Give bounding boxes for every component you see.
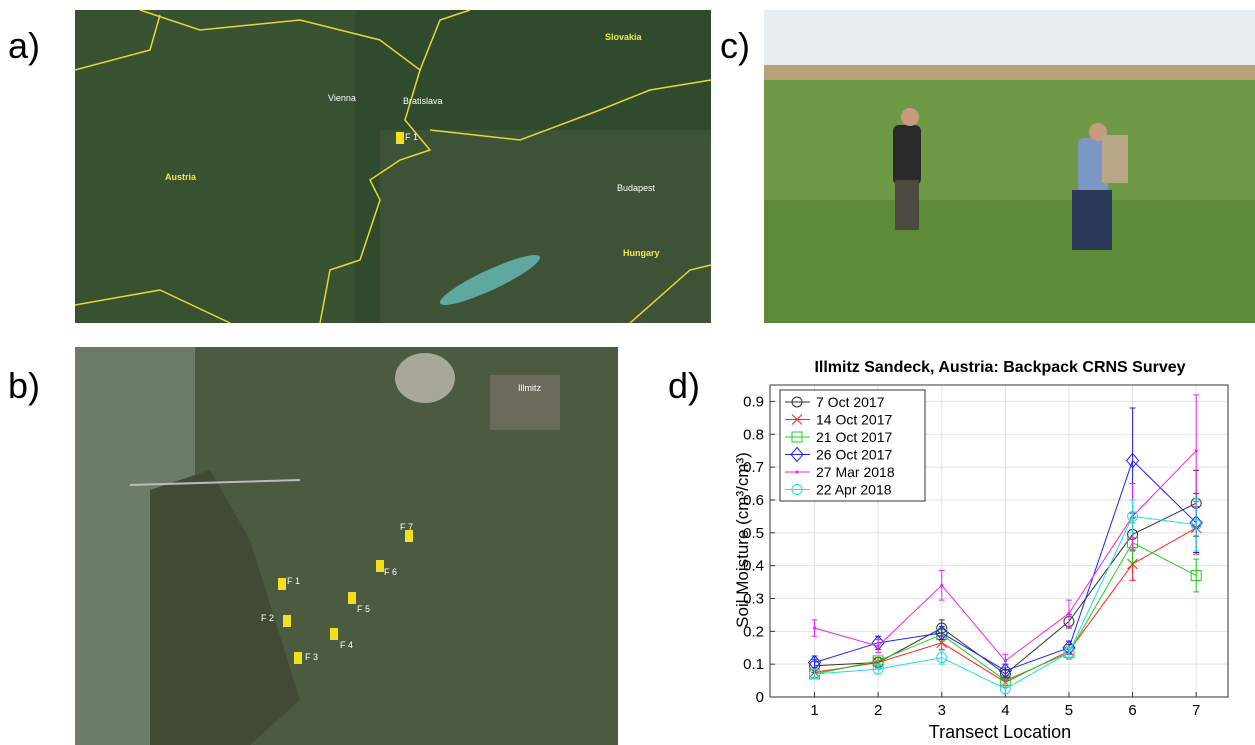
x-tick-label: 4 [1001, 702, 1009, 719]
legend-label: 14 Oct 2017 [816, 412, 892, 428]
data-point [877, 645, 880, 648]
map-a: Slovakia Vienna Bratislava F 1 Austria B… [75, 10, 711, 323]
backpack [1102, 135, 1128, 183]
y-tick-label: 0.2 [743, 623, 764, 640]
map-label: F 2 [261, 613, 274, 623]
map-label: Illmitz [518, 383, 541, 393]
map-b: Illmitz F 1 F 2 F 3 F 4 F 5 F 6 F 7 [75, 347, 618, 745]
photo-c [764, 10, 1255, 323]
person [895, 180, 919, 230]
x-axis-label: Transect Location [929, 722, 1071, 742]
panel-label: d) [668, 365, 700, 406]
legend-label: 27 Mar 2018 [816, 464, 895, 480]
sky [764, 10, 1255, 70]
figure: a) c) b) d) Slovakia Vienna Bratislava F… [0, 0, 1255, 745]
data-point [813, 627, 816, 630]
map-label: F 6 [384, 567, 397, 577]
panel-label: c) [720, 25, 750, 66]
y-tick-label: 0.1 [743, 656, 764, 673]
map-label: F 4 [340, 640, 353, 650]
map-label: F 3 [305, 652, 318, 662]
data-point [1067, 612, 1070, 615]
y-tick-label: 0.4 [743, 558, 764, 575]
legend-label: 21 Oct 2017 [816, 429, 892, 445]
map-label: F 5 [357, 604, 370, 614]
legend-marker [796, 471, 799, 474]
map-label: Hungary [623, 248, 660, 258]
person [1072, 190, 1112, 250]
y-tick-label: 0.7 [743, 459, 764, 476]
y-tick-label: 0.5 [743, 525, 764, 542]
person [901, 108, 919, 126]
y-tick-label: 0 [756, 689, 764, 706]
chart: Illmitz Sandeck, Austria: Backpack CRNS … [733, 359, 1228, 742]
x-tick-label: 1 [810, 702, 818, 719]
map-label: Vienna [328, 93, 356, 103]
panel-label: b) [8, 365, 40, 406]
salt-lake [395, 353, 455, 403]
y-tick-label: 0.9 [743, 393, 764, 410]
x-tick-label: 7 [1192, 702, 1200, 719]
chart-title: Illmitz Sandeck, Austria: Backpack CRNS … [814, 359, 1185, 376]
x-tick-label: 6 [1128, 702, 1136, 719]
data-point [1004, 659, 1007, 662]
y-tick-label: 0.3 [743, 590, 764, 607]
map-label: F 7 [400, 522, 413, 532]
grass [764, 200, 1255, 323]
map-region [75, 10, 355, 323]
x-tick-label: 5 [1065, 702, 1073, 719]
pin [396, 132, 404, 144]
x-tick-label: 3 [938, 702, 946, 719]
map-label: Austria [165, 172, 197, 182]
map-label: Budapest [617, 183, 656, 193]
map-label: F 1 [405, 132, 418, 142]
legend-label: 7 Oct 2017 [816, 394, 885, 410]
y-tick-label: 0.8 [743, 426, 764, 443]
map-region [380, 130, 711, 323]
person [893, 125, 921, 185]
map-label: F 1 [287, 576, 300, 586]
panel-label: a) [8, 25, 40, 66]
map-label: Bratislava [403, 96, 443, 106]
data-point [940, 584, 943, 587]
legend-label: 22 Apr 2018 [816, 482, 892, 498]
page: a) c) b) d) Slovakia Vienna Bratislava F… [0, 0, 1255, 745]
map-label: Slovakia [605, 32, 643, 42]
y-tick-label: 0.6 [743, 492, 764, 509]
x-tick-label: 2 [874, 702, 882, 719]
legend-label: 26 Oct 2017 [816, 447, 892, 463]
data-point [1195, 449, 1198, 452]
